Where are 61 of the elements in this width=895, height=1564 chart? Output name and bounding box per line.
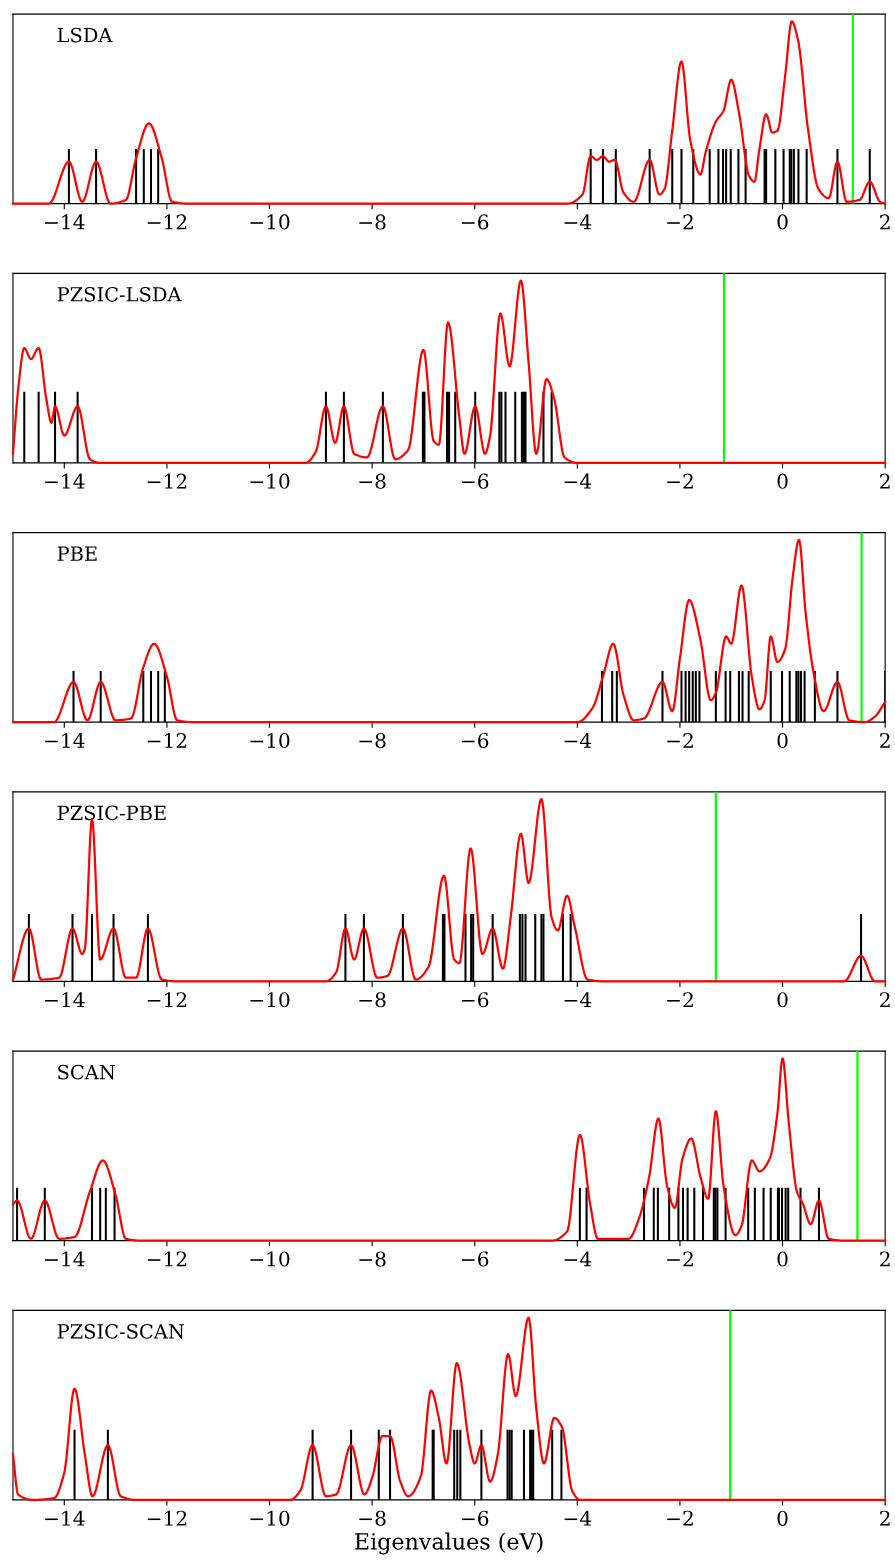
x-tick-label: 0: [777, 1510, 788, 1526]
x-tick-label: −8: [359, 1510, 386, 1526]
x-axis-title: Eigenvalues (eV): [355, 1532, 543, 1555]
x-tick-label: −10: [250, 732, 290, 749]
chart-title: PZSIC-SCAN: [57, 1323, 185, 1339]
x-tick-label: −8: [359, 473, 386, 489]
x-tick-label: −12: [147, 1251, 187, 1267]
x-tick-label: −14: [45, 1251, 85, 1267]
x-tick-label: 0: [777, 214, 788, 230]
x-tick-label: −14: [45, 214, 85, 230]
x-tick-label: −6: [462, 1510, 489, 1526]
x-tick-label: −8: [359, 214, 386, 230]
x-tick-label: −12: [147, 1510, 187, 1526]
chart-title: PZSIC-LSDA: [57, 286, 182, 302]
chart-title: LSDA: [57, 27, 113, 43]
x-tick-label: −6: [462, 1251, 489, 1267]
x-tick-label: 0: [777, 992, 788, 1008]
x-tick-label: −10: [250, 473, 290, 489]
chart-title: SCAN: [58, 1064, 115, 1080]
x-tick-label: 2: [880, 1251, 890, 1267]
x-tick-label: −2: [667, 992, 693, 1008]
x-tick-label: −12: [147, 992, 187, 1008]
chart-title: PZSIC-PBE: [57, 805, 166, 821]
x-tick-label: −2: [667, 1251, 693, 1267]
x-tick-label: −8: [359, 992, 386, 1008]
x-tick-label: 2: [880, 732, 890, 748]
x-tick-label: −14: [45, 732, 85, 748]
x-tick-label: −4: [564, 1251, 592, 1267]
x-tick-label: −10: [250, 1510, 290, 1526]
x-tick-label: 0: [777, 473, 788, 489]
x-tick-label: 2: [880, 992, 890, 1008]
x-tick-label: −4: [564, 473, 592, 489]
x-tick-label: −8: [359, 1251, 386, 1267]
x-tick-label: −12: [147, 732, 187, 748]
x-tick-label: −6: [462, 992, 489, 1008]
x-tick-label: −4: [564, 1510, 592, 1526]
x-tick-label: −2: [667, 1510, 693, 1526]
x-tick-label: −14: [45, 1510, 85, 1526]
x-tick-label: −2: [667, 732, 693, 748]
x-tick-label: −2: [667, 473, 693, 489]
x-tick-label: 0: [777, 732, 788, 749]
x-tick-label: 2: [880, 473, 890, 489]
x-tick-label: 2: [880, 214, 890, 230]
x-tick-label: −12: [147, 214, 187, 230]
x-tick-label: −8: [359, 732, 386, 749]
x-tick-label: 0: [777, 1251, 788, 1267]
x-tick-label: −14: [45, 992, 85, 1008]
x-tick-label: −4: [564, 214, 592, 230]
x-tick-label: −10: [250, 992, 290, 1008]
x-tick-label: 2: [880, 1510, 890, 1526]
x-tick-label: −10: [250, 214, 290, 230]
x-tick-label: −6: [462, 214, 489, 230]
x-tick-label: −12: [147, 473, 187, 489]
x-tick-label: −4: [564, 732, 592, 748]
x-tick-label: −6: [462, 732, 489, 749]
chart-title: PBE: [57, 546, 97, 561]
x-tick-label: −2: [667, 214, 693, 230]
x-tick-label: −14: [45, 473, 85, 489]
x-tick-label: −6: [462, 473, 489, 489]
x-tick-label: −10: [250, 1251, 290, 1267]
x-tick-label: −4: [564, 992, 592, 1008]
